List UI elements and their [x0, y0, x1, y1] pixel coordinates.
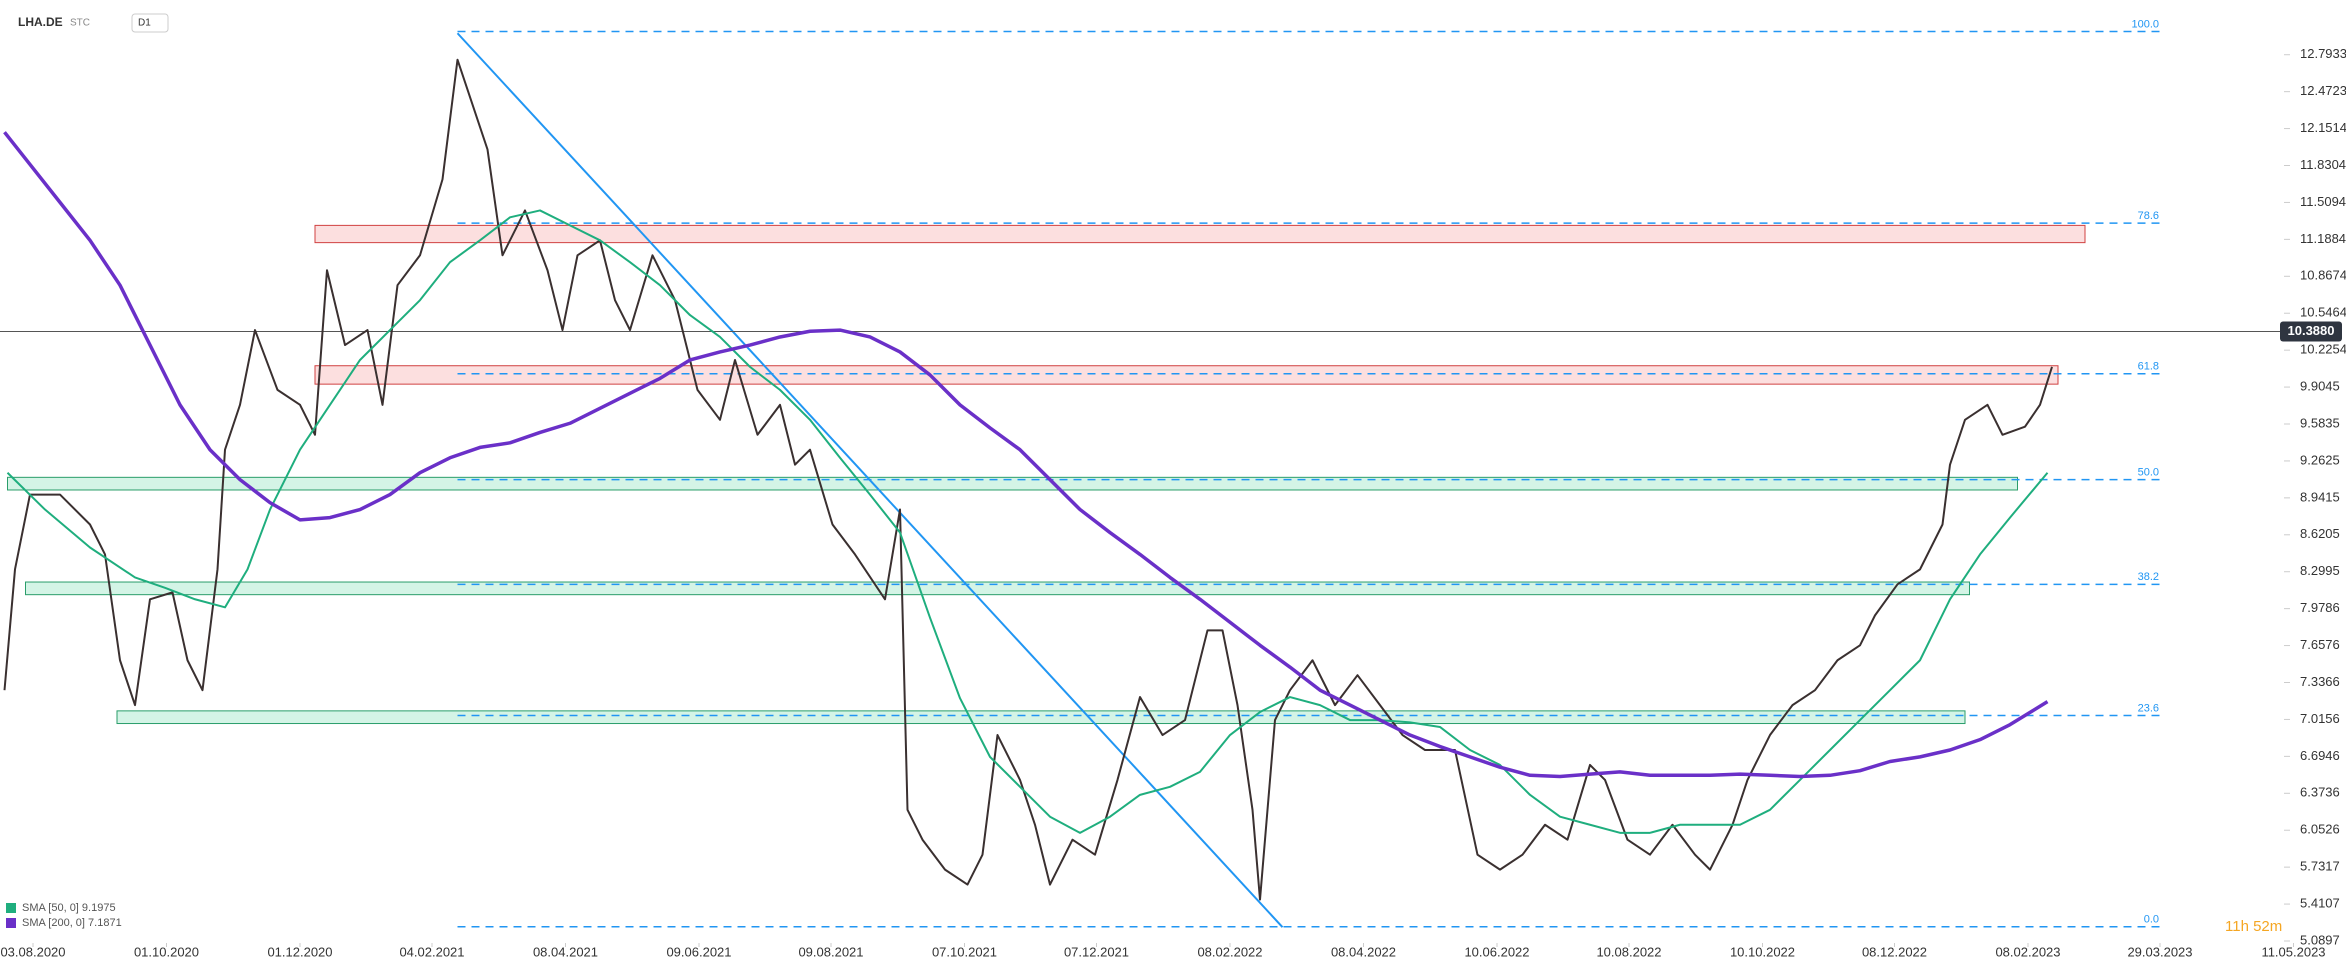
y-tick-label: 6.3736 — [2300, 785, 2340, 800]
y-tick-label: 12.4723 — [2300, 83, 2346, 98]
y-tick-label: 8.9415 — [2300, 489, 2340, 504]
y-tick-label: 10.8674 — [2300, 268, 2346, 283]
fib-label: 23.6 — [2138, 702, 2159, 714]
last-price-label: 10.3880 — [2288, 323, 2335, 338]
x-tick-label: 07.10.2021 — [932, 944, 997, 959]
x-tick-label: 10.10.2022 — [1730, 944, 1795, 959]
x-tick-label: 01.12.2020 — [267, 944, 332, 959]
x-tick-label: 11.05.2023 — [2261, 944, 2325, 959]
y-tick-label: 7.0156 — [2300, 711, 2340, 726]
market[interactable]: STC — [70, 18, 90, 29]
zone — [314, 224, 2086, 244]
zone — [25, 581, 1970, 596]
x-tick-label: 08.04.2021 — [533, 944, 598, 959]
y-tick-label: 9.2625 — [2300, 452, 2340, 467]
x-tick-label: 08.02.2022 — [1197, 944, 1262, 959]
x-tick-label: 01.10.2020 — [134, 944, 199, 959]
x-tick-label: 04.02.2021 — [399, 944, 464, 959]
y-tick-label: 6.0526 — [2300, 822, 2340, 837]
zone — [314, 365, 2059, 385]
y-tick-label: 11.5094 — [2300, 194, 2346, 209]
x-tick-label: 09.08.2021 — [798, 944, 863, 959]
y-tick-label: 12.1514 — [2300, 120, 2346, 135]
legend-swatch — [6, 903, 16, 913]
fib-label: 38.2 — [2138, 571, 2159, 583]
x-tick-label: 29.03.2023 — [2127, 944, 2192, 959]
y-tick-label: 7.3366 — [2300, 674, 2340, 689]
fib-label: 78.6 — [2138, 210, 2159, 222]
last-price-box — [2280, 321, 2342, 342]
sma-line — [3, 131, 2049, 779]
y-tick-label: 6.6946 — [2300, 748, 2340, 763]
x-tick-label: 07.12.2021 — [1064, 944, 1129, 959]
y-tick-label: 9.5835 — [2300, 415, 2340, 430]
interval[interactable]: D1 — [138, 18, 151, 29]
x-tick-label: 10.06.2022 — [1464, 944, 1529, 959]
y-tick-label: 8.2995 — [2300, 563, 2340, 578]
symbol[interactable]: LHA.DE — [18, 15, 63, 29]
legend-entry: SMA [200, 0] 7.1871 — [22, 917, 122, 929]
y-tick-label: 10.5464 — [2300, 305, 2346, 320]
y-tick-label: 8.6205 — [2300, 526, 2340, 541]
y-tick-label: 11.8304 — [2300, 157, 2346, 172]
price-line — [3, 58, 2053, 901]
y-tick-label: 12.7933 — [2300, 46, 2346, 61]
fib-label: 0.0 — [2144, 914, 2159, 926]
y-tick-label: 9.9045 — [2300, 379, 2340, 394]
y-tick-label: 5.0897 — [2300, 932, 2340, 947]
y-tick-label: 5.4107 — [2300, 896, 2340, 911]
fib-label: 61.8 — [2138, 361, 2159, 373]
legend-entry: SMA [50, 0] 9.1975 — [22, 902, 116, 914]
y-tick-label: 10.2254 — [2300, 342, 2346, 357]
zone — [7, 476, 2018, 491]
y-tick-label: 5.7317 — [2300, 859, 2340, 874]
trend-line — [456, 32, 1284, 928]
plot-area: 100.0 78.6 61.8 50.0 38.2 23.6 0.0 — [0, 18, 2280, 928]
fib-label: 50.0 — [2138, 467, 2159, 479]
sma-line — [6, 209, 2049, 834]
x-tick-label: 09.06.2021 — [666, 944, 731, 959]
y-tick-label: 11.1884 — [2300, 231, 2346, 246]
interval-box[interactable] — [131, 13, 169, 33]
y-tick-label: 7.6576 — [2300, 637, 2340, 652]
x-tick-label: 10.08.2022 — [1596, 944, 1661, 959]
x-tick-label: 08.04.2022 — [1331, 944, 1396, 959]
fib-label: 100.0 — [2131, 18, 2159, 30]
zone — [116, 710, 1966, 725]
timer: 11h 52m — [2225, 918, 2282, 935]
x-tick-label: 08.02.2023 — [1995, 944, 2060, 959]
x-tick-label: 03.08.2020 — [0, 944, 65, 959]
legend-swatch — [6, 918, 16, 928]
y-tick-label: 7.9786 — [2300, 600, 2340, 615]
x-tick-label: 08.12.2022 — [1862, 944, 1927, 959]
